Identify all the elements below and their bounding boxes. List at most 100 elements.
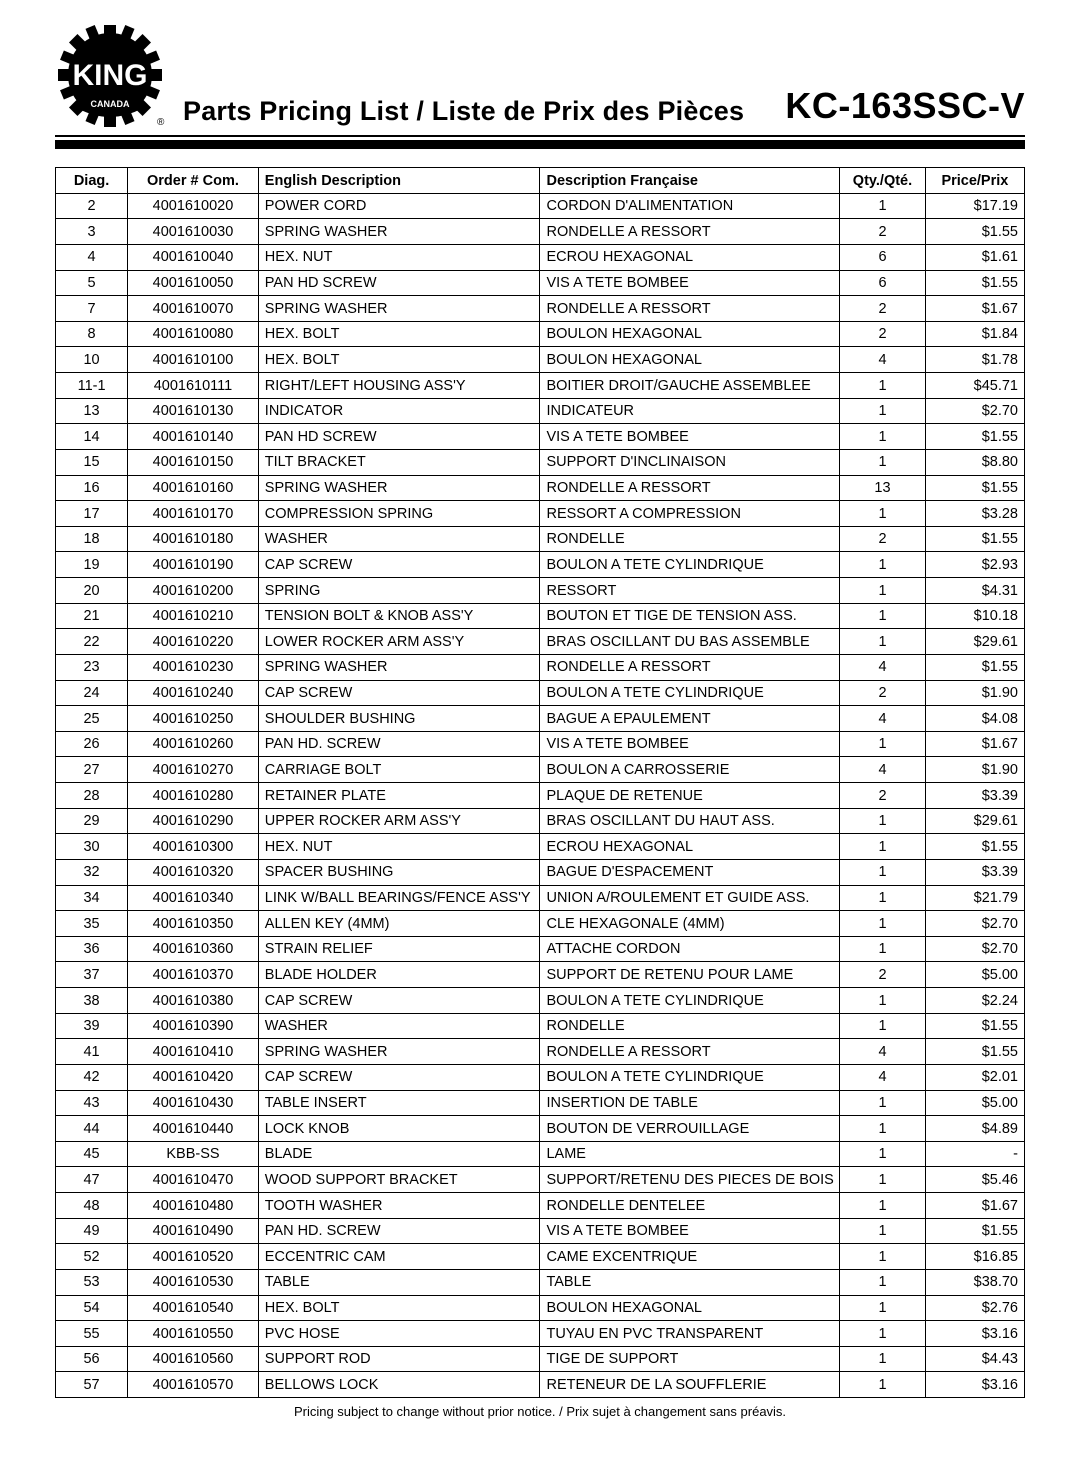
- cell-diag: 56: [56, 1346, 128, 1372]
- cell-fr: INDICATEUR: [540, 398, 840, 424]
- cell-diag: 37: [56, 962, 128, 988]
- cell-qty: 1: [840, 731, 926, 757]
- cell-fr: RONDELLE: [540, 1013, 840, 1039]
- cell-price: $1.78: [925, 347, 1024, 373]
- cell-order: 4001610490: [128, 1218, 259, 1244]
- cell-order: 4001610480: [128, 1193, 259, 1219]
- cell-qty: 1: [840, 1116, 926, 1142]
- table-row: 384001610380CAP SCREWBOULON A TETE CYLIN…: [56, 988, 1025, 1014]
- cell-price: $1.55: [925, 654, 1024, 680]
- cell-en: UPPER ROCKER ARM ASS'Y: [258, 808, 540, 834]
- cell-fr: CAME EXCENTRIQUE: [540, 1244, 840, 1270]
- cell-en: SPRING WASHER: [258, 475, 540, 501]
- cell-order: 4001610100: [128, 347, 259, 373]
- cell-diag: 57: [56, 1372, 128, 1398]
- cell-price: $4.31: [925, 578, 1024, 604]
- cell-price: $1.55: [925, 219, 1024, 245]
- cell-en: INDICATOR: [258, 398, 540, 424]
- table-row: 524001610520ECCENTRIC CAMCAME EXCENTRIQU…: [56, 1244, 1025, 1270]
- cell-order: 4001610380: [128, 988, 259, 1014]
- cell-fr: BOULON A TETE CYLINDRIQUE: [540, 988, 840, 1014]
- cell-diag: 55: [56, 1321, 128, 1347]
- table-row: 24001610020POWER CORDCORDON D'ALIMENTATI…: [56, 193, 1025, 219]
- cell-qty: 1: [840, 1269, 926, 1295]
- cell-en: LOWER ROCKER ARM ASS'Y: [258, 629, 540, 655]
- cell-diag: 24: [56, 680, 128, 706]
- cell-fr: VIS A TETE BOMBEE: [540, 424, 840, 450]
- cell-qty: 4: [840, 654, 926, 680]
- cell-order: 4001610530: [128, 1269, 259, 1295]
- cell-order: 4001610340: [128, 885, 259, 911]
- cell-en: CAP SCREW: [258, 988, 540, 1014]
- cell-en: ALLEN KEY (4MM): [258, 911, 540, 937]
- cell-diag: 42: [56, 1064, 128, 1090]
- cell-price: $1.67: [925, 296, 1024, 322]
- cell-fr: ECROU HEXAGONAL: [540, 244, 840, 270]
- cell-price: $10.18: [925, 603, 1024, 629]
- cell-qty: 1: [840, 911, 926, 937]
- cell-fr: RETENEUR DE LA SOUFFLERIE: [540, 1372, 840, 1398]
- cell-qty: 1: [840, 373, 926, 399]
- cell-qty: 4: [840, 1064, 926, 1090]
- cell-qty: 1: [840, 1346, 926, 1372]
- cell-qty: 2: [840, 219, 926, 245]
- cell-en: PAN HD. SCREW: [258, 1218, 540, 1244]
- cell-diag: 25: [56, 706, 128, 732]
- cell-diag: 21: [56, 603, 128, 629]
- table-row: 474001610470WOOD SUPPORT BRACKETSUPPORT/…: [56, 1167, 1025, 1193]
- page-title: Parts Pricing List / Liste de Prix des P…: [183, 96, 744, 127]
- cell-qty: 1: [840, 449, 926, 475]
- cell-price: $1.55: [925, 834, 1024, 860]
- cell-price: $1.90: [925, 680, 1024, 706]
- cell-qty: 1: [840, 424, 926, 450]
- cell-price: -: [925, 1141, 1024, 1167]
- cell-price: $3.39: [925, 783, 1024, 809]
- cell-price: $1.55: [925, 270, 1024, 296]
- table-row: 264001610260PAN HD. SCREWVIS A TETE BOMB…: [56, 731, 1025, 757]
- cell-order: 4001610440: [128, 1116, 259, 1142]
- cell-fr: LAME: [540, 1141, 840, 1167]
- cell-fr: BAGUE D'ESPACEMENT: [540, 859, 840, 885]
- cell-order: 4001610130: [128, 398, 259, 424]
- cell-fr: INSERTION DE TABLE: [540, 1090, 840, 1116]
- table-row: 554001610550PVC HOSETUYAU EN PVC TRANSPA…: [56, 1321, 1025, 1347]
- cell-order: 4001610250: [128, 706, 259, 732]
- cell-order: 4001610230: [128, 654, 259, 680]
- cell-en: CAP SCREW: [258, 1064, 540, 1090]
- col-header-diag: Diag.: [56, 168, 128, 194]
- cell-fr: BRAS OSCILLANT DU BAS ASSEMBLE: [540, 629, 840, 655]
- table-row: 54001610050PAN HD SCREWVIS A TETE BOMBEE…: [56, 270, 1025, 296]
- cell-diag: 14: [56, 424, 128, 450]
- cell-diag: 36: [56, 936, 128, 962]
- brand-name: KING: [73, 59, 148, 92]
- cell-qty: 4: [840, 347, 926, 373]
- cell-en: SPRING WASHER: [258, 219, 540, 245]
- cell-diag: 34: [56, 885, 128, 911]
- cell-qty: 2: [840, 321, 926, 347]
- cell-en: SPRING: [258, 578, 540, 604]
- cell-fr: PLAQUE DE RETENUE: [540, 783, 840, 809]
- cell-diag: 13: [56, 398, 128, 424]
- cell-qty: 1: [840, 1013, 926, 1039]
- cell-order: 4001610350: [128, 911, 259, 937]
- cell-price: $21.79: [925, 885, 1024, 911]
- cell-diag: 41: [56, 1039, 128, 1065]
- cell-qty: 1: [840, 1218, 926, 1244]
- cell-en: CAP SCREW: [258, 680, 540, 706]
- cell-price: $5.00: [925, 1090, 1024, 1116]
- cell-en: SUPPORT ROD: [258, 1346, 540, 1372]
- cell-price: $3.16: [925, 1372, 1024, 1398]
- cell-qty: 1: [840, 398, 926, 424]
- cell-fr: RONDELLE A RESSORT: [540, 219, 840, 245]
- cell-order: 4001610520: [128, 1244, 259, 1270]
- cell-en: WASHER: [258, 526, 540, 552]
- cell-price: $4.43: [925, 1346, 1024, 1372]
- cell-en: RETAINER PLATE: [258, 783, 540, 809]
- cell-price: $1.55: [925, 526, 1024, 552]
- cell-order: 4001610550: [128, 1321, 259, 1347]
- cell-order: 4001610180: [128, 526, 259, 552]
- cell-diag: 48: [56, 1193, 128, 1219]
- table-row: 354001610350ALLEN KEY (4MM)CLE HEXAGONAL…: [56, 911, 1025, 937]
- table-row: 144001610140PAN HD SCREWVIS A TETE BOMBE…: [56, 424, 1025, 450]
- cell-en: BLADE HOLDER: [258, 962, 540, 988]
